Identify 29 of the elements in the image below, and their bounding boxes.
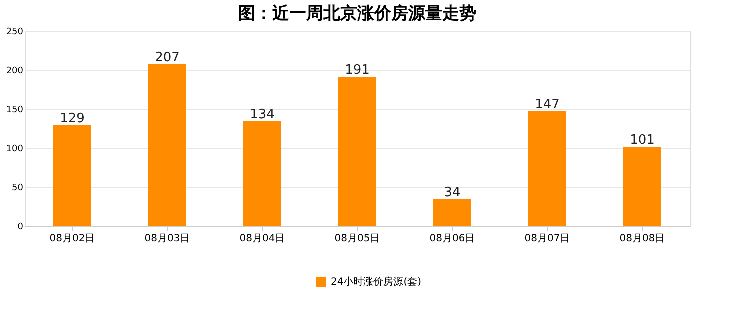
x-tick-label: 08月08日 — [620, 234, 666, 244]
y-tick-label: 250 — [6, 28, 24, 38]
y-tick-label: 100 — [6, 144, 24, 154]
data-label: 134 — [250, 107, 275, 122]
data-label: 129 — [60, 111, 85, 126]
y-tick-label: 200 — [6, 66, 24, 76]
y-tick-label: 150 — [6, 106, 24, 116]
x-tick-label: 08月07日 — [524, 234, 570, 244]
data-label: 34 — [444, 185, 461, 200]
x-tick-label: 08月03日 — [144, 234, 190, 244]
data-label: 101 — [630, 133, 655, 148]
x-tick-label: 08月05日 — [334, 234, 380, 244]
bar — [528, 111, 566, 226]
x-tick-label: 08月04日 — [240, 234, 286, 244]
bar — [434, 199, 472, 226]
bar — [54, 125, 92, 226]
chart-title: 图：近一周北京涨价房源量走势 — [238, 4, 476, 24]
bar — [148, 64, 186, 226]
data-label: 147 — [535, 97, 560, 112]
data-label: 191 — [345, 63, 370, 78]
y-tick-label: 50 — [12, 184, 24, 194]
data-label: 207 — [155, 50, 180, 66]
bar — [244, 121, 282, 226]
bar — [624, 147, 662, 226]
x-tick-label: 08月02日 — [50, 234, 96, 244]
legend-label: 24小时涨价房源(套) — [331, 276, 422, 288]
bar — [338, 77, 376, 226]
y-tick-label: 0 — [18, 222, 24, 232]
x-tick-label: 08月06日 — [430, 234, 476, 244]
